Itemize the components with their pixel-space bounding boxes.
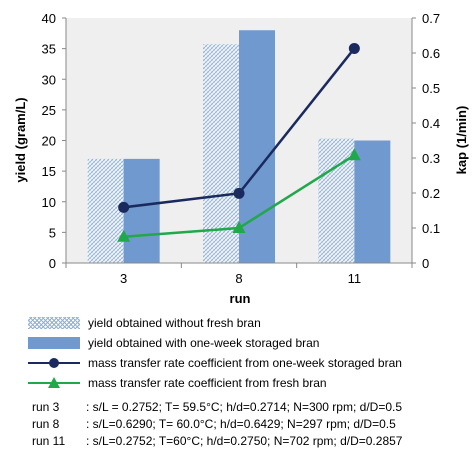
- plot-area: 0 5 10 15 20 25 30 35 40 0 0.1 0.2 0.3 0.4 0.5 0.6 0.7 3 8…: [42, 11, 441, 286]
- legend-item: mass transfer rate coefficient from fres…: [28, 373, 402, 393]
- legend-swatch-circle-line: [28, 357, 80, 369]
- note-row: run 3 : s/L = 0.2752; T= 59.5°C; h/d=0.2…: [32, 398, 402, 415]
- bar: [354, 140, 391, 263]
- x-tick-label: 3: [120, 271, 127, 286]
- legend-swatch-hatched-bar: [28, 317, 80, 329]
- y2-tick-label: 0.5: [422, 81, 440, 96]
- line-point: [348, 42, 360, 54]
- y-tick-label: 10: [42, 195, 56, 210]
- note-run-label: run 8: [32, 416, 60, 431]
- y-tick-label: 0: [49, 256, 56, 271]
- note-row: run 8 : s/L=0.6290; T= 60.0°C; h/d=0.642…: [32, 415, 402, 432]
- y2-tick-label: 0.7: [422, 11, 440, 26]
- chart: 0 5 10 15 20 25 30 35 40 0 0.1 0.2 0.3 0.4 0.5 0.6 0.7 3 8…: [13, 11, 469, 306]
- legend-label: yield obtained with one-week storaged br…: [88, 336, 320, 350]
- bar: [203, 44, 239, 264]
- y2-tick-label: 0.3: [422, 151, 440, 166]
- line-point: [233, 187, 245, 199]
- y2-tick-label: 0.2: [422, 186, 440, 201]
- y-tick-label: 15: [42, 164, 56, 179]
- y2-axis-title: kap (1/min): [454, 106, 469, 175]
- y-tick-label: 5: [49, 225, 56, 240]
- bar: [239, 30, 275, 263]
- note-text: : s/L=0.2752; T=60°C; h/d=0.2750; N=702 …: [86, 433, 403, 448]
- line-point: [118, 201, 130, 213]
- legend-item: yield obtained with one-week storaged br…: [28, 333, 402, 353]
- line-point: [117, 229, 131, 242]
- legend-swatch-triangle-line: [28, 377, 80, 389]
- legend-item: yield obtained without fresh bran: [28, 313, 402, 333]
- y2-tick-label: 0.4: [422, 116, 440, 131]
- note-text: : s/L=0.6290; T= 60.0°C; h/d=0.6429; N=2…: [86, 416, 396, 431]
- legend-label: mass transfer rate coefficient from one-…: [88, 356, 402, 370]
- note-run-label: run 3: [32, 399, 60, 414]
- run-notes: run 3 : s/L = 0.2752; T= 59.5°C; h/d=0.2…: [32, 398, 402, 449]
- y-tick-label: 20: [42, 134, 56, 149]
- legend: yield obtained without fresh bran yield …: [28, 313, 402, 393]
- x-tick-label: 11: [348, 271, 362, 286]
- y2-tick-label: 0.1: [422, 221, 440, 236]
- x-axis-title: run: [230, 291, 251, 306]
- y-tick-label: 35: [42, 42, 56, 57]
- note-row: run 11 : s/L=0.2752; T=60°C; h/d=0.2750;…: [32, 432, 402, 449]
- y-tick-label: 25: [42, 103, 56, 118]
- legend-label: mass transfer rate coefficient from fres…: [88, 376, 327, 390]
- legend-item: mass transfer rate coefficient from one-…: [28, 353, 402, 373]
- y2-tick-label: 0.6: [422, 46, 440, 61]
- note-run-label: run 11: [32, 433, 66, 448]
- line-point: [347, 148, 361, 161]
- y-tick-label: 30: [42, 72, 56, 87]
- y2-tick-label: 0: [422, 256, 429, 271]
- line-point: [232, 221, 246, 233]
- y-tick-label: 40: [42, 11, 56, 26]
- x-tick-label: 8: [235, 271, 242, 286]
- legend-swatch-solid-bar: [28, 337, 80, 349]
- y-axis-title: yield (gram/L): [13, 97, 28, 182]
- legend-label: yield obtained without fresh bran: [88, 316, 261, 330]
- note-text: : s/L = 0.2752; T= 59.5°C; h/d=0.2714; N…: [86, 399, 403, 414]
- bar: [123, 158, 160, 263]
- bar: [87, 158, 124, 263]
